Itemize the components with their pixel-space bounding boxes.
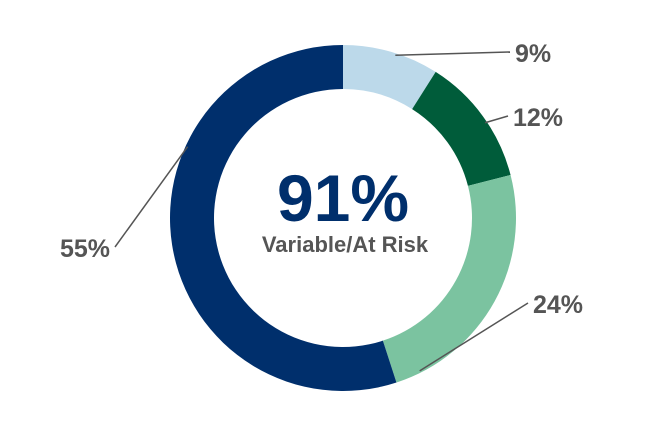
leader-line-55pct (114, 146, 189, 248)
slice-label-9pct: 9% (515, 40, 551, 68)
leader-line-12pct (484, 115, 509, 124)
donut-slice-12pct (412, 71, 511, 186)
slice-label-24pct: 24% (533, 291, 583, 319)
donut-slices (169, 45, 516, 391)
donut-slice-9pct (343, 45, 436, 110)
center-value: 91% (277, 161, 409, 235)
donut-slice-24pct (382, 174, 516, 383)
center-caption: Variable/At Risk (262, 232, 429, 257)
leader-lines (114, 51, 529, 372)
slice-label-12pct: 12% (513, 104, 563, 132)
slice-labels: 9% 12% 24% 55% (60, 40, 583, 319)
leader-line-9pct (395, 51, 511, 56)
leader-line-24pct (419, 302, 529, 372)
donut-slice-55pct (169, 45, 397, 391)
slice-label-55pct: 55% (60, 235, 110, 263)
